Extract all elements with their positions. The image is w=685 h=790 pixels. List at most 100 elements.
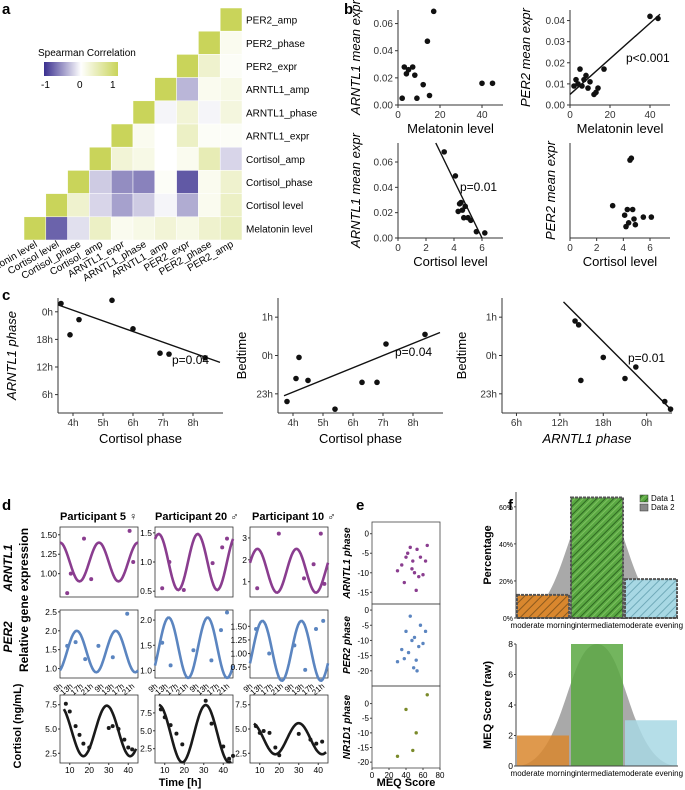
- data-point: [293, 375, 299, 382]
- heatmap-row-label: PER2_phase: [246, 39, 305, 50]
- y-axis-label: ARNTL1 phase: [4, 311, 19, 401]
- heatmap-cell: [89, 193, 112, 218]
- y-tick-label: 0h: [486, 351, 497, 362]
- data-point: [157, 350, 163, 357]
- x-tick-label: 20: [275, 765, 285, 775]
- data-point: [601, 66, 607, 72]
- y-tick-label: 0.04: [374, 183, 394, 194]
- regression-line: [562, 301, 672, 410]
- y-tick-label: 0.03: [546, 37, 566, 48]
- y-tick-label: 1.0: [45, 664, 57, 674]
- y-axis-label: Bedtime: [234, 332, 249, 380]
- data-point: [410, 638, 414, 643]
- data-point: [395, 569, 400, 573]
- data-point: [314, 741, 319, 746]
- subplot-frame: [371, 521, 441, 605]
- fitted-curve: [248, 619, 330, 682]
- d-subplot-cortisol: 2.5 5.0 7.5 10 20 30 40: [45, 694, 139, 775]
- bar: [625, 720, 677, 766]
- y-tick-label: 6: [508, 670, 513, 680]
- fitted-curve: [158, 703, 232, 764]
- data-point: [191, 648, 196, 653]
- category-label: moderate evening: [619, 769, 683, 778]
- x-tick-label: 6: [647, 243, 653, 254]
- y-tick-label: 0.02: [546, 58, 566, 69]
- colorbar-tick-mid: 0: [77, 80, 83, 91]
- y-tick-label: 1.25: [40, 549, 57, 559]
- y-tick-label: -15: [357, 588, 369, 597]
- data-point: [414, 731, 418, 735]
- heatmap-cell: [110, 146, 134, 171]
- heatmap-cell: [110, 216, 134, 241]
- data-point: [76, 316, 82, 323]
- heatmap-cell: [110, 123, 134, 148]
- fitted-curve: [248, 547, 330, 594]
- y-tick-label: 0: [365, 606, 370, 615]
- y-tick-label: 12h: [36, 363, 53, 374]
- y-tick-label: 1.50: [230, 621, 247, 631]
- data-point: [622, 375, 628, 382]
- data-point: [575, 322, 582, 328]
- data-point: [73, 640, 78, 645]
- heatmap-cell: [198, 54, 221, 78]
- data-point: [578, 377, 584, 384]
- x-tick-label: 8h: [187, 418, 198, 429]
- d-xlabel: Time [h]: [159, 777, 202, 789]
- y-tick-label: 5.0: [235, 724, 247, 734]
- legend-swatch: [639, 494, 649, 503]
- data-point: [623, 223, 629, 230]
- y-tick-label: -20: [357, 758, 369, 767]
- scatter-plot-c2: 4h 5h 6h 7h 8h 23h 0h 1h p=0.04 Cortisol phase Bed…: [234, 298, 443, 446]
- p-value-annotation: p=0.04: [172, 353, 209, 367]
- time-tick-label: 9h: [242, 682, 255, 695]
- data-point: [302, 576, 306, 581]
- heatmap-cell: [176, 54, 199, 78]
- x-tick-label: 20: [385, 771, 394, 780]
- y-axis-label: PER2 mean expr: [543, 140, 558, 240]
- x-tick-label: 40: [402, 771, 411, 780]
- d-subplots: 1.001.251.500.51.01.51231.01.52.02.59h13…: [40, 526, 330, 775]
- data-point: [661, 398, 668, 405]
- y-tick-label: 1.0: [140, 665, 152, 675]
- x-tick-label: 30: [199, 765, 209, 775]
- data-point: [96, 643, 101, 648]
- colorbar-title: Spearman Correlation: [38, 48, 136, 59]
- colorbar: [44, 62, 118, 76]
- regression-line: [57, 304, 221, 364]
- x-tick-label: 5h: [97, 418, 108, 429]
- data-point: [609, 202, 616, 209]
- participant-title-3: Participant 10 ♂: [252, 511, 335, 523]
- data-point: [418, 623, 423, 627]
- heatmap-cell: [176, 77, 199, 102]
- data-point: [404, 555, 408, 559]
- data-point: [122, 737, 127, 742]
- category-label: intermediate: [575, 621, 620, 630]
- data-point: [308, 737, 313, 742]
- data-point: [305, 377, 311, 384]
- y-tick-label: 2.0: [140, 615, 152, 625]
- data-point: [401, 64, 408, 70]
- data-point: [58, 300, 64, 307]
- heatmap-row-label: Melatonin level: [246, 224, 313, 235]
- data-point: [573, 76, 579, 83]
- data-point: [87, 745, 92, 750]
- x-tick-label: 18h: [595, 418, 612, 429]
- data-point: [411, 748, 415, 753]
- panel-letter-f: f: [508, 497, 514, 514]
- data-point: [284, 398, 290, 405]
- x-tick-label: 80: [436, 771, 445, 780]
- data-point: [68, 571, 73, 576]
- heatmap-row-label: ARNTL1_expr: [246, 132, 310, 143]
- y-tick-label: 2: [508, 731, 513, 741]
- data-point: [410, 567, 414, 571]
- data-point: [404, 629, 408, 634]
- data-point: [110, 655, 115, 660]
- fitted-curve: [59, 541, 139, 583]
- data-point: [624, 206, 631, 213]
- data-point: [158, 707, 163, 712]
- x-axis-label: Cortisol level: [413, 254, 488, 269]
- panel-letter-c: c: [2, 287, 10, 304]
- time-tick-label: 9h: [147, 682, 160, 695]
